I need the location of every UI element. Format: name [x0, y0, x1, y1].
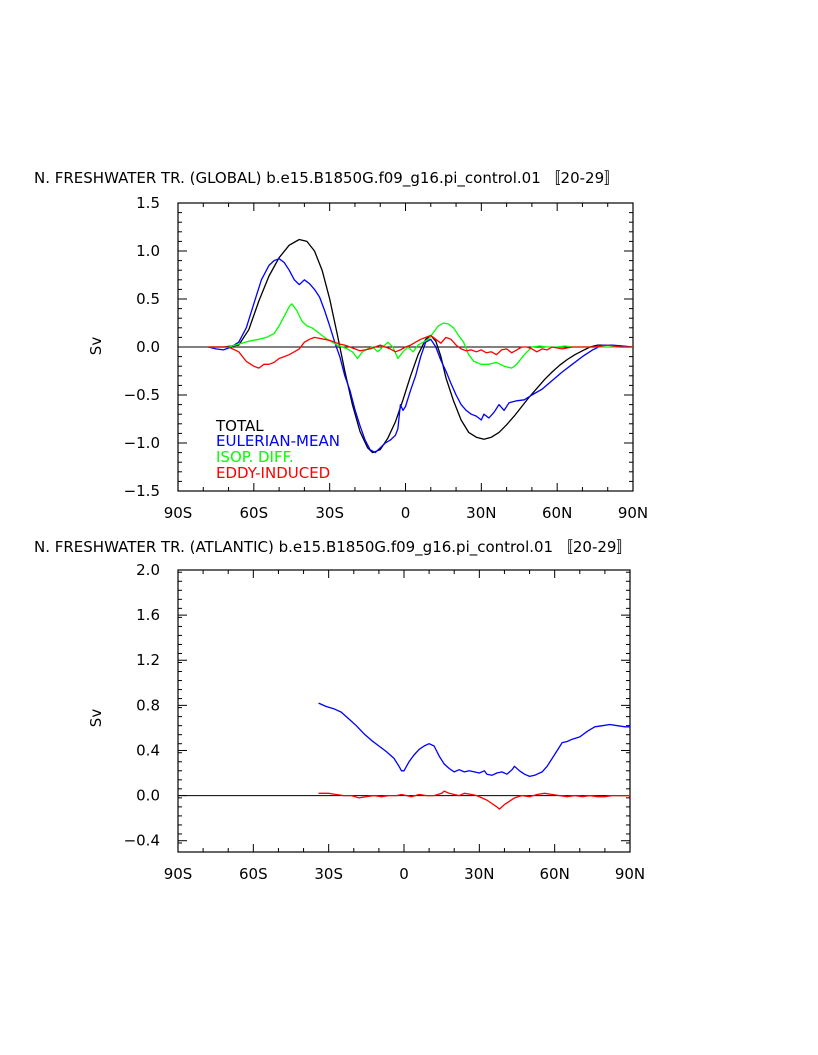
atlantic-plot-area: 90S 60S 30S 0 30N 60N 90N 2.0 1.6 1.2 0.8 0.4 0.0 −0.…	[124, 561, 646, 883]
atlantic-xtick-label: 0	[399, 865, 409, 883]
global-xtick-label: 30S	[315, 504, 344, 522]
global-xtick-label: 30N	[466, 504, 496, 522]
global-xtick-label: 60N	[542, 504, 572, 522]
atlantic-frame	[177, 569, 631, 853]
legend-isop-diff: ISOP. DIFF.	[216, 448, 294, 466]
global-ytick-label: −1.5	[124, 482, 160, 500]
global-series-eulerian-mean	[208, 258, 634, 454]
global-xtick-label: 90N	[618, 504, 648, 522]
atlantic-ytick-label: 1.2	[136, 651, 160, 669]
global-ytick-label: −0.5	[124, 386, 160, 404]
global-title: N. FRESHWATER TR. (GLOBAL) b.e15.B1850G.…	[34, 169, 619, 188]
atlantic-ytick-label: 0.4	[136, 741, 160, 759]
atlantic-title: N. FRESHWATER TR. (ATLANTIC) b.e15.B1850…	[34, 538, 631, 557]
legend-eulerian-mean: EULERIAN-MEAN	[216, 432, 340, 450]
global-ytick-label: 0.0	[136, 338, 160, 356]
atlantic-xtick-label: 30N	[464, 865, 494, 883]
legend-total: TOTAL	[215, 417, 264, 435]
atlantic-ytick-label: 0.8	[136, 696, 160, 714]
legend-eddy-induced: EDDY-INDUCED	[216, 464, 330, 482]
atlantic-panel: N. FRESHWATER TR. (ATLANTIC) b.e15.B1850…	[34, 538, 645, 883]
global-series-eddy-induced	[208, 334, 633, 369]
atlantic-ytick-label: −0.4	[124, 832, 160, 850]
global-ylabel: Sv	[87, 337, 105, 356]
global-ytick-label: 0.5	[136, 290, 160, 308]
atlantic-series-series-1	[318, 790, 630, 810]
global-panel: N. FRESHWATER TR. (GLOBAL) b.e15.B1850G.…	[34, 169, 648, 522]
atlantic-xtick-label: 30S	[314, 865, 343, 883]
atlantic-xtick-label: 90S	[164, 865, 193, 883]
global-ytick-label: 1.5	[136, 194, 160, 212]
global-xtick-label: 90S	[164, 504, 193, 522]
atlantic-xtick-label: 90N	[615, 865, 645, 883]
atlantic-ytick-label: 1.6	[136, 606, 160, 624]
global-series-isop-diff	[208, 303, 633, 369]
global-ytick-label: 1.0	[136, 242, 160, 260]
global-xtick-label: 0	[401, 504, 411, 522]
atlantic-xtick-label: 60N	[540, 865, 570, 883]
global-legend: TOTAL EULERIAN-MEAN ISOP. DIFF. EDDY-IND…	[215, 417, 340, 482]
atlantic-xtick-label: 60S	[239, 865, 268, 883]
atlantic-ytick-label: 0.0	[136, 787, 160, 805]
global-ytick-label: −1.0	[124, 434, 160, 452]
global-plot-area: 90S 60S 30S 0 30N 60N 90N 1.5 1.0 0.5 0.0 −0.5 −1.0 −…	[124, 194, 649, 522]
atlantic-ylabel: Sv	[87, 709, 105, 728]
atlantic-ytick-label: 2.0	[136, 561, 160, 579]
atlantic-series-series-0	[318, 702, 630, 778]
global-xtick-label: 60S	[240, 504, 269, 522]
